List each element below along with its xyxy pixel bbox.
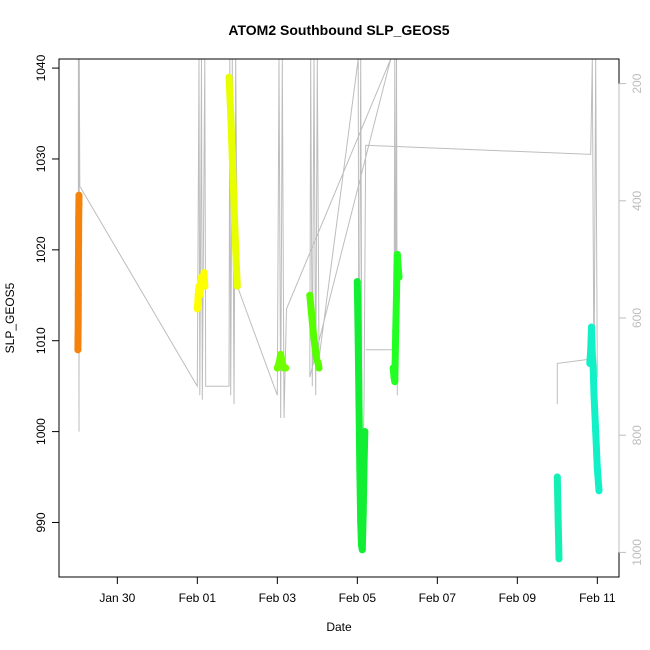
y-tick-label: 990	[34, 512, 48, 532]
y-tick-label: 1000	[34, 418, 48, 445]
data-point	[355, 400, 363, 408]
y-right-tick-label: 1000	[630, 539, 644, 566]
data-point	[193, 305, 201, 313]
chart-title: ATOM2 Southbound SLP_GEOS5	[228, 22, 449, 38]
y-tick-label: 1040	[34, 54, 48, 81]
x-tick-label: Jan 30	[99, 591, 135, 605]
data-point	[282, 364, 290, 372]
data-point	[361, 428, 369, 436]
y-tick-label: 1030	[34, 145, 48, 172]
data-point	[589, 364, 597, 372]
data-point	[553, 473, 561, 481]
y-right-tick-label: 400	[630, 190, 644, 210]
data-point	[277, 350, 285, 358]
data-point	[360, 464, 368, 472]
data-point	[391, 378, 399, 386]
data-point	[392, 328, 400, 336]
data-point	[311, 341, 319, 349]
series-8-line	[553, 473, 563, 563]
data-point	[225, 73, 233, 81]
background-track-line	[77, 58, 598, 496]
series-3-line	[225, 73, 241, 290]
data-point	[554, 519, 562, 526]
data-point	[227, 110, 235, 117]
data-point	[315, 364, 323, 372]
x-tick-label: Feb 01	[179, 591, 217, 605]
data-point	[354, 337, 362, 345]
y-axis: 990 1000 1010 1020 1030 1040	[34, 54, 60, 532]
data-point	[389, 364, 397, 372]
data-point	[555, 555, 563, 563]
x-tick-label: Feb 05	[339, 591, 377, 605]
data-point	[595, 487, 603, 495]
data-point	[196, 291, 204, 299]
y-tick-label: 1010	[34, 327, 48, 354]
data-point	[228, 155, 236, 163]
data-point	[393, 291, 400, 299]
x-tick-label: Feb 03	[259, 591, 297, 605]
data-point	[395, 273, 403, 281]
series-7-line	[389, 250, 403, 386]
data-point	[75, 200, 83, 208]
data-point	[357, 519, 365, 526]
x-axis-label: Date	[326, 620, 352, 634]
data-point	[359, 509, 367, 517]
data-point	[588, 350, 596, 358]
y-right-tick-label: 200	[630, 73, 644, 93]
x-tick-label: Feb 09	[499, 591, 537, 605]
data-point	[230, 200, 238, 208]
data-point	[593, 464, 601, 472]
background-track-line	[556, 358, 593, 405]
data-point	[75, 191, 83, 199]
data-point	[592, 428, 600, 436]
plot-frame	[58, 58, 620, 578]
data-point	[309, 328, 317, 336]
data-point	[74, 264, 82, 272]
data-point	[74, 346, 82, 354]
background-track-line	[365, 58, 398, 396]
data-point	[74, 291, 82, 299]
data-point	[74, 319, 82, 326]
x-tick-label: Feb 07	[419, 591, 457, 605]
data-point	[393, 250, 401, 258]
data-point	[353, 278, 361, 286]
data-point	[201, 282, 209, 290]
background-track-layer	[77, 58, 598, 496]
data-point	[358, 546, 366, 554]
y-tick-label: 1020	[34, 236, 48, 263]
y-axis-right: 200 400 600 800 1000	[618, 73, 644, 566]
data-point	[75, 214, 83, 222]
data-point	[74, 337, 82, 345]
y-right-tick-label: 800	[630, 425, 644, 445]
data-point	[306, 291, 314, 299]
series-layer	[74, 73, 603, 563]
data-point	[394, 264, 402, 272]
y-axis-label: SLP_GEOS5	[3, 282, 17, 353]
data-point	[75, 237, 83, 245]
data-point	[233, 282, 241, 290]
y-right-tick-label: 600	[630, 308, 644, 328]
data-point	[590, 391, 598, 399]
series-6-line	[353, 278, 369, 554]
data-point	[232, 246, 240, 254]
data-point	[588, 323, 595, 331]
data-point	[308, 310, 315, 317]
data-point	[200, 269, 208, 277]
x-axis: Jan 30 Feb 01 Feb 03 Feb 05 Feb 07 Feb 09 Feb …	[99, 576, 616, 605]
x-tick-label: Feb 11	[579, 591, 616, 605]
